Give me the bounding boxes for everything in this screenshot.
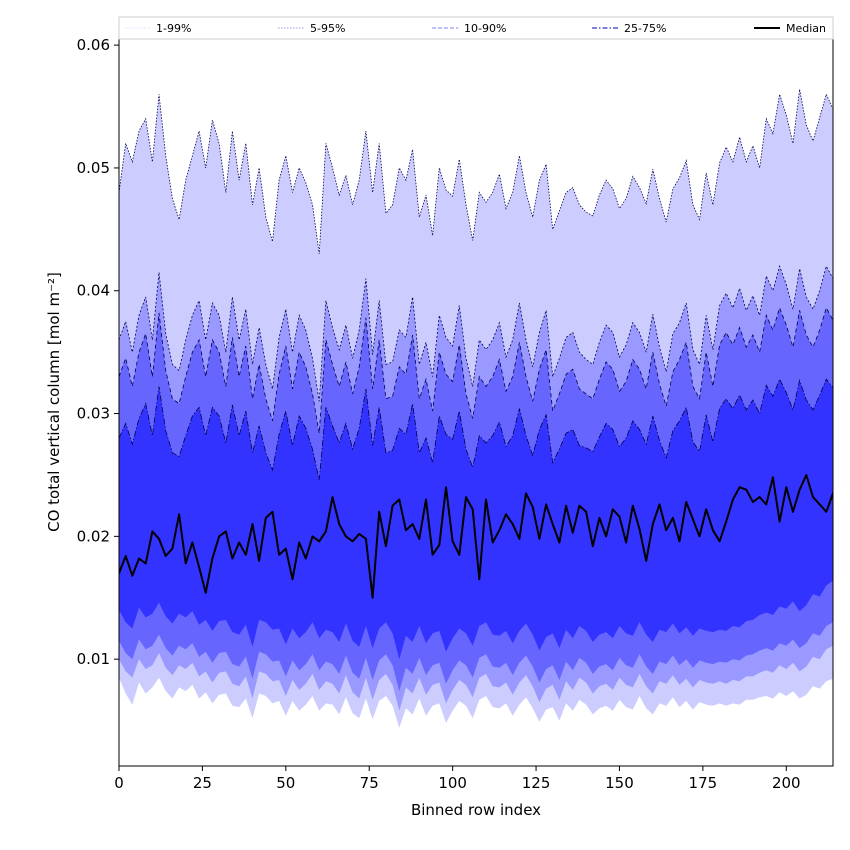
legend-label: Median (786, 22, 826, 35)
y-tick-label: 0.04 (77, 282, 110, 300)
median-line (119, 474, 833, 599)
band-1-to-99-upper-line (119, 89, 833, 254)
y-tick-label: 0.03 (77, 405, 110, 423)
y-tick-label: 0.01 (77, 650, 110, 668)
percentile-bands (119, 89, 833, 728)
legend-label: 1-99% (156, 22, 191, 35)
legend-box (118, 16, 834, 40)
x-axis: 0 25 50 75 100 125 150 175 200 (114, 766, 801, 792)
legend-item-median: Median (754, 22, 826, 35)
y-tick-label: 0.05 (77, 159, 110, 177)
x-tick-label: 200 (772, 774, 801, 792)
x-tick-label: 75 (360, 774, 379, 792)
x-axis-label: Binned row index (411, 801, 541, 819)
y-tick-label: 0.06 (77, 36, 110, 54)
legend-label: 25-75% (624, 22, 666, 35)
x-tick-label: 150 (605, 774, 634, 792)
x-tick-label: 25 (193, 774, 212, 792)
legend-item-1-99: 1-99% (124, 22, 191, 35)
x-tick-label: 125 (522, 774, 551, 792)
band-10-to-90-upper-line (119, 306, 833, 434)
legend-label: 5-95% (310, 22, 345, 35)
y-axis: 0.01 0.02 0.03 0.04 0.05 0.06 (77, 36, 119, 668)
x-tick-label: 50 (276, 774, 295, 792)
x-tick-label: 175 (689, 774, 718, 792)
median-layer (119, 474, 833, 599)
legend-label: 10-90% (464, 22, 506, 35)
y-tick-label: 0.02 (77, 527, 110, 545)
x-tick-label: 100 (438, 774, 467, 792)
legend: 1-99% 5-95% 10-90% 25-75% Median (118, 16, 834, 40)
band-25-to-75-upper-line (119, 378, 833, 480)
x-tick-label: 0 (114, 774, 124, 792)
legend-item-5-95: 5-95% (278, 22, 345, 35)
y-axis-label: CO total vertical column [mol m⁻²] (45, 272, 63, 532)
plot-area (118, 38, 834, 767)
band-25-to-75-fill (119, 379, 833, 660)
legend-item-10-90: 10-90% (432, 22, 506, 35)
legend-item-25-75: 25-75% (592, 22, 666, 35)
band-5-to-95-upper-line (119, 264, 833, 402)
